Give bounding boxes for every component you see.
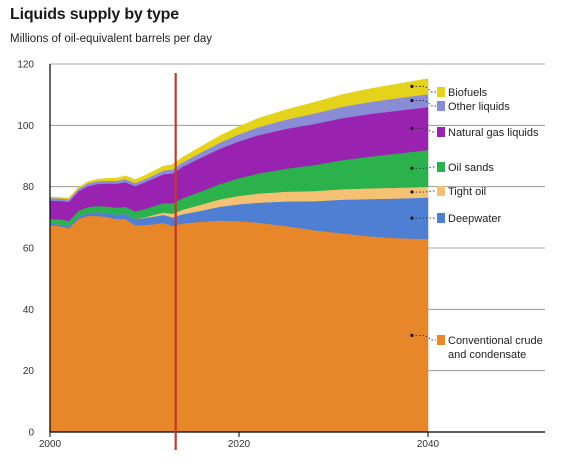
axes bbox=[49, 64, 545, 450]
legend-label: Deepwater bbox=[448, 213, 502, 225]
legend-swatch bbox=[437, 335, 445, 345]
legend: Biofuels Other liquids Natural gas liquids… bbox=[410, 84, 543, 361]
legend-label: Biofuels bbox=[448, 87, 488, 99]
legend-label: Other liquids bbox=[448, 101, 510, 113]
legend-swatch bbox=[437, 101, 445, 111]
y-tick-label: 0 bbox=[28, 428, 34, 439]
legend-swatch bbox=[437, 127, 445, 137]
chart-title: Liquids supply by type bbox=[10, 6, 179, 23]
y-tick-label: 20 bbox=[23, 366, 35, 377]
legend-label: Tight oil bbox=[448, 186, 486, 198]
area-series-0 bbox=[49, 215, 429, 433]
x-tick-label: 2000 bbox=[39, 439, 62, 450]
legend-swatch bbox=[437, 213, 445, 223]
area-series-6 bbox=[49, 78, 429, 200]
y-tick-label: 60 bbox=[23, 244, 35, 255]
y-tick-label: 80 bbox=[23, 182, 35, 193]
legend-swatch bbox=[437, 186, 445, 196]
legend-leader-line bbox=[412, 190, 436, 193]
chart-subtitle: Millions of oil-equivalent barrels per d… bbox=[10, 33, 212, 45]
legend-label: and condensate bbox=[448, 349, 526, 361]
area-series bbox=[49, 78, 429, 433]
x-tick-label: 2020 bbox=[228, 439, 251, 450]
legend-label: Oil sands bbox=[448, 162, 494, 174]
x-tick-label: 2040 bbox=[417, 439, 440, 450]
legend-label: Conventional crude bbox=[448, 335, 543, 347]
legend-label: Natural gas liquids bbox=[448, 127, 539, 139]
y-tick-label: 40 bbox=[23, 305, 35, 316]
y-tick-label: 100 bbox=[17, 121, 34, 132]
y-tick-label: 120 bbox=[17, 60, 34, 71]
legend-leader-line bbox=[412, 166, 436, 169]
legend-swatch bbox=[437, 162, 445, 172]
legend-swatch bbox=[437, 87, 445, 97]
